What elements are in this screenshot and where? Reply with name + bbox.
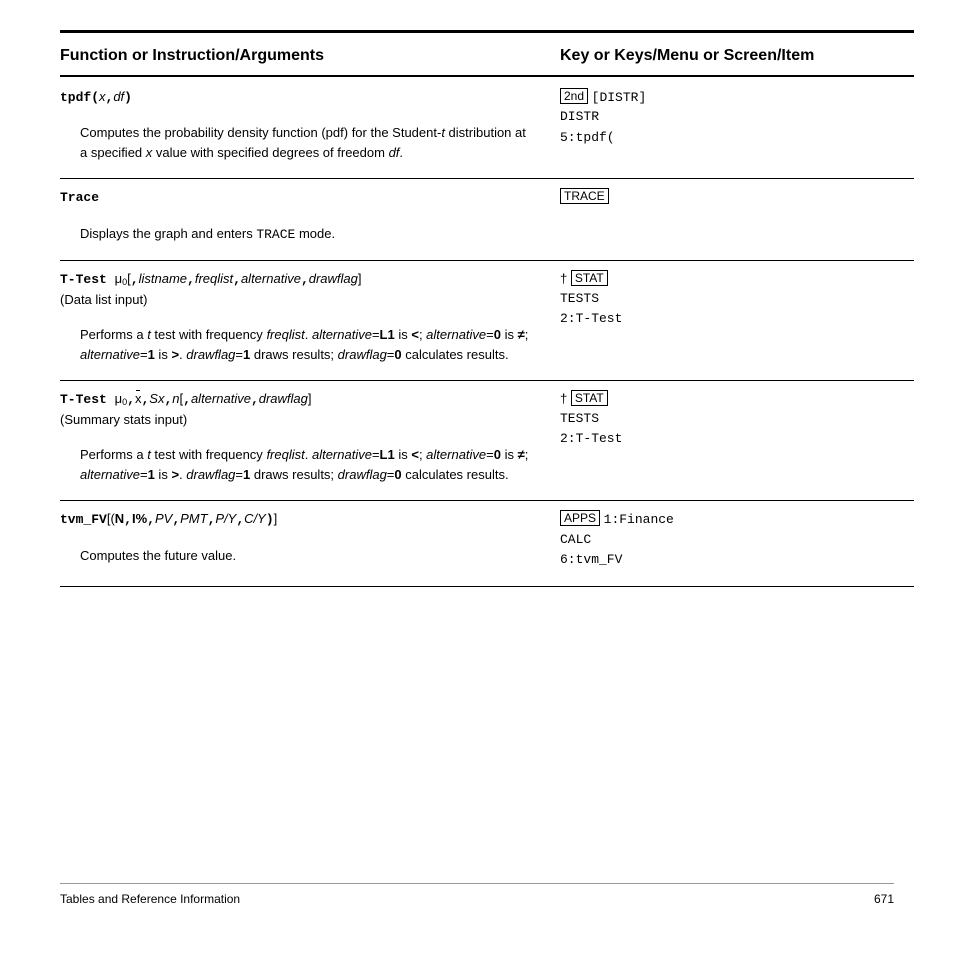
row-left: TraceDisplays the graph and enters TRACE… — [60, 187, 560, 244]
row-left: T-Test μ0,x,Sx,n[,alternative,drawflag](… — [60, 389, 560, 484]
page-content: Function or Instruction/Arguments Key or… — [0, 0, 954, 587]
footer-left: Tables and Reference Information — [60, 892, 240, 906]
row-right: APPS 1:FinanceCALC6:tvm_FV — [560, 509, 914, 570]
left-header: Function or Instruction/Arguments — [60, 47, 560, 65]
row-divider — [60, 586, 914, 587]
table-row: T-Test μ0,x,Sx,n[,alternative,drawflag](… — [60, 389, 914, 490]
footer: Tables and Reference Information 671 — [60, 892, 894, 906]
left-header-line1: Function or Instruction/Arguments — [60, 47, 324, 64]
row-divider — [60, 260, 914, 261]
row-divider — [60, 178, 914, 179]
table-body: tpdf(x,df)Computes the probability densi… — [60, 87, 914, 587]
top-rule — [60, 30, 914, 33]
footer-right: 671 — [874, 892, 894, 906]
row-left: tvm_FV[(N,I%,PV,PMT,P/Y,C/Y)]Computes th… — [60, 509, 560, 570]
mid-rule — [60, 75, 914, 77]
row-left: tpdf(x,df)Computes the probability densi… — [60, 87, 560, 163]
right-header: Key or Keys/Menu or Screen/Item — [560, 47, 814, 65]
footer-rule — [60, 883, 894, 884]
table-row: T-Test μ0[,listname,freqlist,alternative… — [60, 269, 914, 370]
row-right: † STATTESTS2:T-Test — [560, 269, 914, 364]
row-divider — [60, 500, 914, 501]
row-right: † STATTESTS2:T-Test — [560, 389, 914, 484]
right-header-line1: Key or Keys/Menu or Screen/Item — [560, 47, 814, 64]
row-right: 2nd [DISTR]DISTR5:tpdf( — [560, 87, 914, 163]
row-divider — [60, 380, 914, 381]
table-row: TraceDisplays the graph and enters TRACE… — [60, 187, 914, 250]
table-row: tpdf(x,df)Computes the probability densi… — [60, 87, 914, 169]
table-header: Function or Instruction/Arguments Key or… — [60, 47, 914, 65]
row-right: TRACE — [560, 187, 914, 244]
row-left: T-Test μ0[,listname,freqlist,alternative… — [60, 269, 560, 364]
table-row: tvm_FV[(N,I%,PV,PMT,P/Y,C/Y)]Computes th… — [60, 509, 914, 576]
